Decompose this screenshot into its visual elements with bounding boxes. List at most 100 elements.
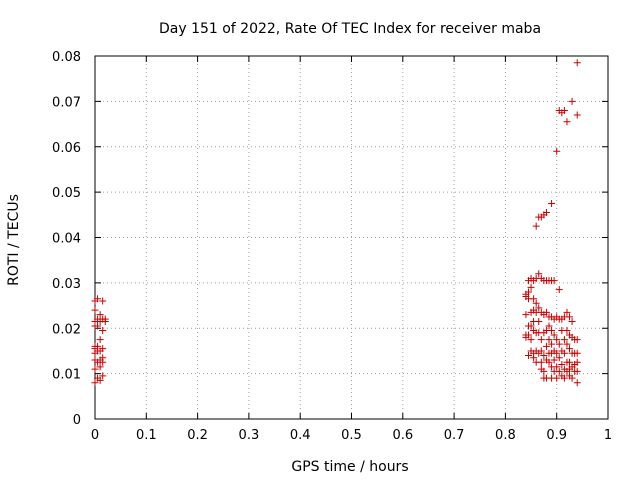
- data-point: [99, 297, 107, 305]
- data-point: [96, 311, 104, 319]
- data-point: [555, 367, 563, 375]
- data-point: [560, 336, 568, 344]
- data-point: [550, 277, 558, 285]
- data-point: [573, 336, 581, 344]
- data-point: [555, 340, 563, 348]
- x-tick-label: 0.8: [495, 428, 516, 443]
- data-point: [96, 336, 104, 344]
- data-point: [550, 356, 558, 364]
- data-point: [524, 351, 532, 359]
- x-tick-label: 0.3: [239, 428, 260, 443]
- data-point: [563, 308, 571, 316]
- data-point: [537, 336, 545, 344]
- data-point: [548, 199, 556, 207]
- data-point: [573, 367, 581, 375]
- data-points: [91, 59, 581, 387]
- data-point: [548, 327, 556, 335]
- data-point: [537, 358, 545, 366]
- data-point: [566, 345, 574, 353]
- data-point: [522, 311, 530, 319]
- data-point: [560, 106, 568, 114]
- data-point: [545, 358, 553, 366]
- data-point: [560, 374, 568, 382]
- data-point: [91, 306, 99, 314]
- x-tick-label: 0.2: [187, 428, 208, 443]
- data-point: [555, 354, 563, 362]
- y-tick-label: 0.08: [52, 50, 81, 65]
- data-point: [563, 327, 571, 335]
- data-point: [91, 365, 99, 373]
- data-point: [91, 379, 99, 387]
- data-point: [566, 313, 574, 321]
- data-point: [96, 376, 104, 384]
- x-axis-label: GPS time / hours: [291, 459, 408, 475]
- data-point: [532, 299, 540, 307]
- y-tick-label: 0.07: [52, 95, 81, 110]
- y-tick-label: 0.02: [52, 322, 81, 337]
- y-tick-label: 0.04: [52, 232, 81, 247]
- data-point: [560, 349, 568, 357]
- data-point: [530, 295, 538, 303]
- data-point: [563, 118, 571, 126]
- x-tick-label: 0: [91, 428, 99, 443]
- data-point: [542, 342, 550, 350]
- data-point: [535, 304, 543, 312]
- y-tick-label: 0.06: [52, 141, 81, 156]
- data-point: [99, 327, 107, 335]
- data-point: [540, 367, 548, 375]
- data-point: [535, 270, 543, 278]
- y-tick-label: 0: [73, 413, 81, 428]
- data-point: [553, 336, 561, 344]
- y-tick-label: 0.05: [52, 186, 81, 201]
- data-point: [540, 351, 548, 359]
- data-point: [553, 349, 561, 357]
- data-point: [553, 147, 561, 155]
- data-point: [563, 340, 571, 348]
- data-point: [573, 358, 581, 366]
- data-point: [568, 97, 576, 105]
- x-tick-label: 0.4: [290, 428, 311, 443]
- y-axis-label: ROTI / TECUs: [6, 194, 22, 286]
- x-tick-label: 0.9: [546, 428, 567, 443]
- data-point: [530, 354, 538, 362]
- data-point: [527, 322, 535, 330]
- data-point: [553, 374, 561, 382]
- data-point: [568, 317, 576, 325]
- data-point: [573, 59, 581, 67]
- data-point: [535, 317, 543, 325]
- data-point: [524, 331, 532, 339]
- data-point: [545, 336, 553, 344]
- data-point: [94, 295, 102, 303]
- data-point: [573, 379, 581, 387]
- data-point: [573, 111, 581, 119]
- data-point: [573, 349, 581, 357]
- data-point: [101, 317, 109, 325]
- grid-lines: [95, 56, 608, 419]
- y-axis: 0 0.01 0.02 0.03 0.04 0.05 0.06 0.07 0.08: [52, 50, 608, 428]
- data-point: [566, 358, 574, 366]
- data-point: [99, 358, 107, 366]
- data-point: [527, 336, 535, 344]
- data-point: [542, 308, 550, 316]
- data-point: [542, 209, 550, 217]
- y-tick-label: 0.03: [52, 277, 81, 292]
- x-axis: 0 0.1 0.2 0.3 0.4 0.5 0.6 0.7 0.8 0.9 1: [91, 56, 612, 443]
- data-point: [524, 288, 532, 296]
- data-point: [537, 347, 545, 355]
- x-tick-label: 0.5: [341, 428, 362, 443]
- chart-title: Day 151 of 2022, Rate Of TEC Index for r…: [159, 21, 541, 37]
- data-point: [558, 361, 566, 369]
- x-tick-label: 0.1: [136, 428, 157, 443]
- data-point: [555, 286, 563, 294]
- y-tick-label: 0.01: [52, 368, 81, 383]
- data-point: [553, 363, 561, 371]
- x-tick-label: 1: [604, 428, 612, 443]
- data-point: [532, 222, 540, 230]
- data-point: [96, 363, 104, 371]
- data-point: [550, 331, 558, 339]
- data-point: [545, 322, 553, 330]
- x-tick-label: 0.6: [392, 428, 413, 443]
- data-point: [99, 345, 107, 353]
- data-point: [527, 283, 535, 291]
